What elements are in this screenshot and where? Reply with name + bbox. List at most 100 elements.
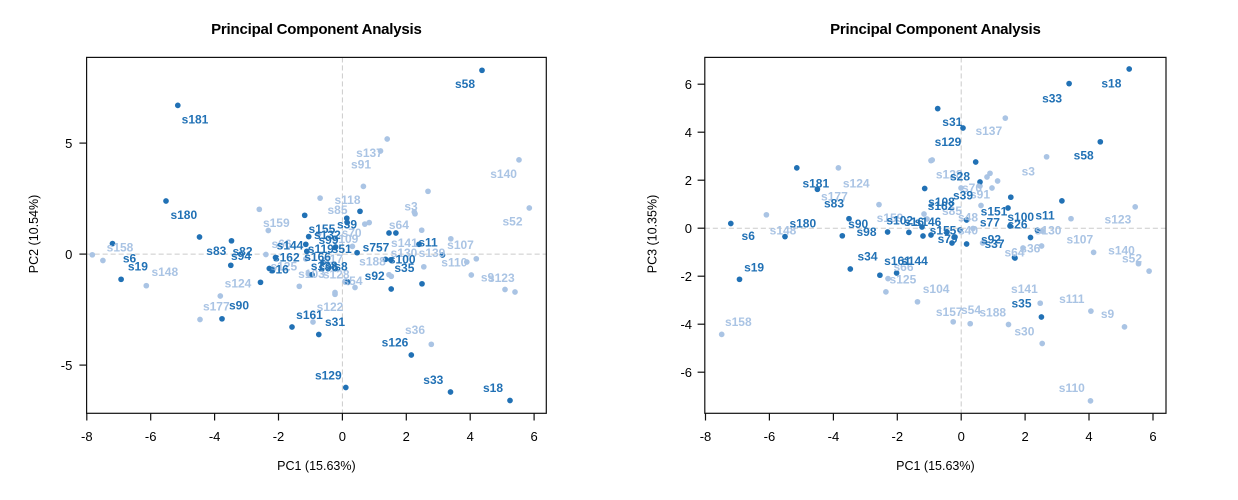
- svg-text:4: 4: [1085, 429, 1092, 444]
- svg-text:s17: s17: [323, 252, 343, 266]
- svg-text:s100: s100: [1007, 210, 1034, 224]
- svg-text:s92: s92: [981, 233, 1001, 247]
- svg-text:s48: s48: [958, 211, 978, 225]
- svg-text:s139: s139: [419, 246, 446, 260]
- svg-text:s16: s16: [904, 215, 924, 229]
- svg-text:s58: s58: [1074, 149, 1094, 163]
- svg-text:s51: s51: [332, 242, 352, 256]
- svg-text:s19: s19: [744, 260, 764, 274]
- svg-text:Principal Component Analysis: Principal Component Analysis: [830, 21, 1041, 38]
- svg-text:s177: s177: [821, 189, 848, 203]
- svg-text:0: 0: [685, 221, 692, 236]
- svg-text:6: 6: [1149, 429, 1156, 444]
- svg-text:s96: s96: [318, 260, 338, 274]
- svg-text:s159: s159: [877, 211, 904, 225]
- svg-text:-2: -2: [680, 269, 692, 284]
- svg-text:s83: s83: [824, 196, 844, 210]
- svg-text:s39: s39: [337, 217, 357, 231]
- svg-text:s94: s94: [231, 249, 251, 263]
- svg-text:s140: s140: [490, 167, 517, 181]
- svg-text:s110: s110: [1059, 381, 1085, 395]
- svg-text:s36: s36: [405, 323, 425, 337]
- svg-text:s82: s82: [232, 245, 252, 259]
- svg-text:s144: s144: [901, 254, 928, 268]
- svg-text:s177: s177: [203, 299, 230, 313]
- svg-text:s77: s77: [980, 216, 1000, 230]
- svg-text:s107: s107: [1066, 232, 1093, 246]
- svg-text:PC3 (10.35%): PC3 (10.35%): [645, 195, 659, 274]
- svg-text:6: 6: [685, 77, 692, 92]
- svg-text:s91: s91: [970, 187, 990, 201]
- svg-text:-2: -2: [892, 429, 904, 444]
- svg-text:s31: s31: [942, 115, 962, 129]
- svg-text:s64: s64: [1004, 245, 1024, 259]
- svg-text:s33: s33: [1042, 91, 1062, 105]
- svg-text:-5: -5: [61, 358, 73, 373]
- svg-text:s111: s111: [1059, 292, 1085, 306]
- svg-text:s144: s144: [277, 239, 304, 253]
- svg-text:s103: s103: [298, 267, 325, 281]
- svg-text:s52: s52: [1122, 252, 1142, 266]
- svg-text:s128: s128: [323, 268, 350, 282]
- svg-text:0: 0: [65, 247, 72, 262]
- svg-text:s125: s125: [270, 259, 297, 273]
- svg-text:s146: s146: [915, 215, 942, 229]
- svg-text:s91: s91: [351, 158, 371, 172]
- svg-text:s85: s85: [327, 203, 347, 217]
- svg-text:s181: s181: [802, 176, 829, 190]
- svg-text:s64: s64: [389, 218, 409, 232]
- svg-text:s104: s104: [923, 282, 950, 296]
- svg-text:s34: s34: [857, 249, 877, 263]
- svg-text:s19: s19: [128, 259, 148, 273]
- svg-text:s102: s102: [886, 214, 913, 228]
- svg-text:s109: s109: [332, 232, 359, 246]
- svg-text:s180: s180: [170, 208, 197, 222]
- svg-text:s141: s141: [1011, 282, 1038, 296]
- svg-text:-4: -4: [680, 317, 692, 332]
- svg-text:s140: s140: [1108, 244, 1135, 258]
- svg-text:s162: s162: [273, 251, 300, 265]
- svg-text:-6: -6: [764, 429, 776, 444]
- svg-text:s107: s107: [447, 238, 474, 252]
- svg-text:s130: s130: [391, 246, 418, 260]
- svg-text:s66: s66: [893, 260, 913, 274]
- svg-text:s66: s66: [271, 237, 291, 251]
- svg-text:s159: s159: [263, 216, 290, 230]
- svg-text:s148: s148: [770, 224, 797, 238]
- svg-text:s18: s18: [1101, 77, 1121, 91]
- svg-text:s137: s137: [975, 124, 1002, 138]
- svg-text:s180: s180: [789, 217, 816, 231]
- svg-text:5: 5: [65, 136, 72, 151]
- svg-text:PC1 (15.63%): PC1 (15.63%): [896, 459, 975, 473]
- svg-text:0: 0: [339, 429, 346, 444]
- svg-text:s122: s122: [317, 300, 344, 314]
- svg-text:s100: s100: [389, 252, 416, 266]
- svg-text:s92: s92: [365, 269, 385, 283]
- svg-text:s90: s90: [229, 299, 249, 313]
- svg-text:s11: s11: [418, 236, 438, 250]
- svg-text:s8: s8: [334, 260, 348, 274]
- svg-text:s39: s39: [953, 189, 973, 203]
- svg-text:s123: s123: [488, 271, 515, 285]
- svg-text:s188: s188: [979, 306, 1006, 320]
- svg-text:s9: s9: [1101, 307, 1115, 321]
- svg-text:s110: s110: [441, 256, 467, 270]
- svg-text:s79: s79: [938, 232, 958, 246]
- svg-text:s123: s123: [1105, 213, 1132, 227]
- svg-text:s85: s85: [942, 204, 962, 218]
- svg-text:s99: s99: [318, 233, 338, 247]
- svg-text:2: 2: [685, 173, 692, 188]
- svg-text:s16: s16: [269, 263, 289, 277]
- svg-text:s33: s33: [423, 373, 443, 387]
- svg-text:s157: s157: [936, 305, 963, 319]
- svg-text:s36: s36: [1020, 241, 1040, 255]
- svg-text:s129: s129: [935, 135, 962, 149]
- svg-text:s3: s3: [404, 200, 418, 214]
- svg-text:s137: s137: [356, 146, 383, 160]
- svg-text:s70: s70: [962, 181, 982, 195]
- svg-text:0: 0: [958, 429, 965, 444]
- svg-text:s54: s54: [961, 303, 981, 317]
- svg-text:s108: s108: [928, 195, 955, 209]
- svg-text:s18: s18: [483, 381, 503, 395]
- svg-text:s83: s83: [206, 244, 226, 258]
